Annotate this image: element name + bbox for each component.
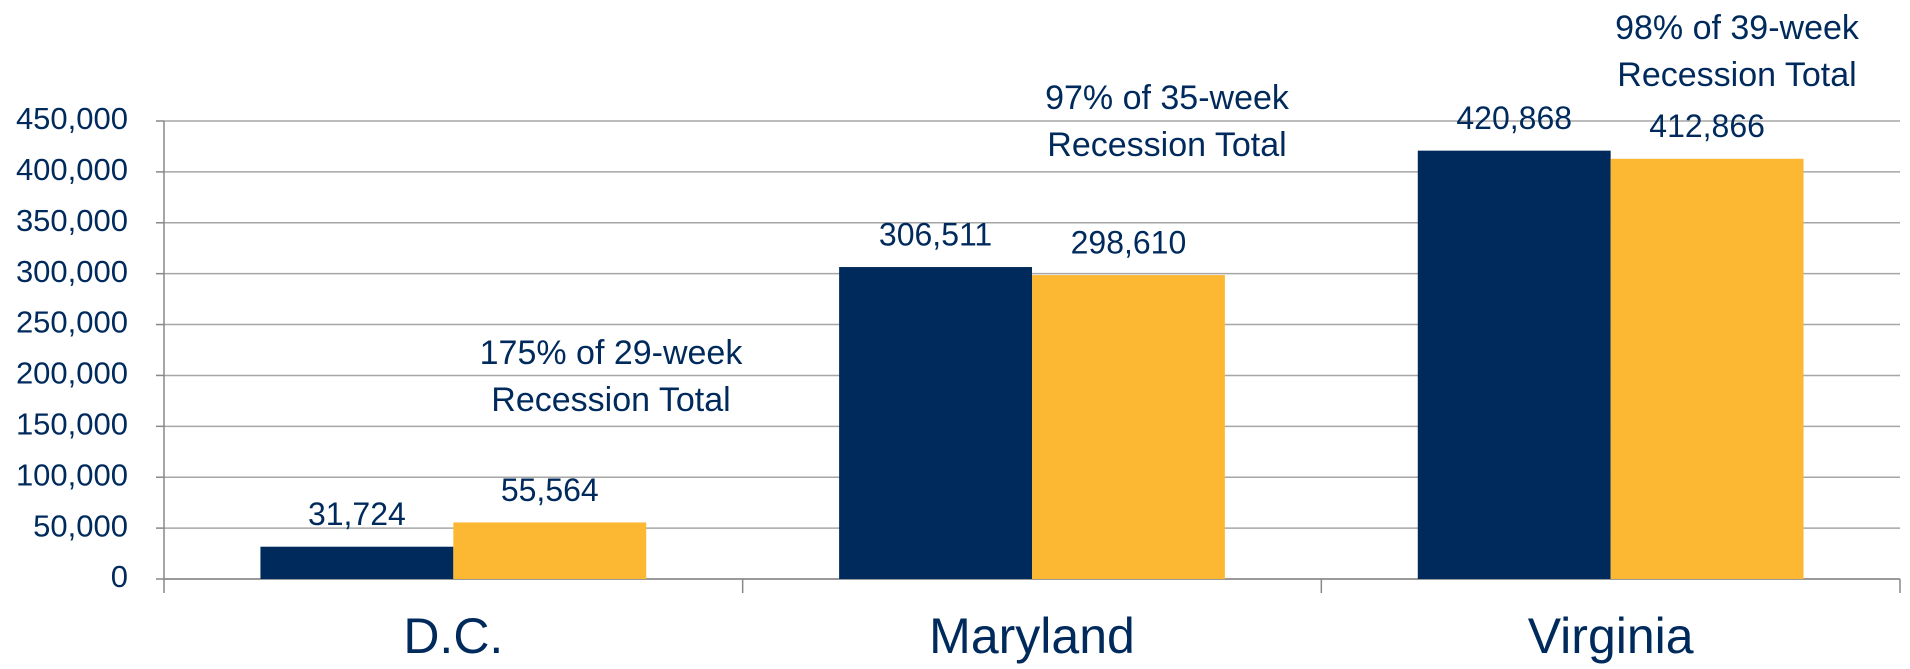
x-tick-label: D.C. (403, 608, 503, 664)
bar (839, 267, 1032, 579)
y-tick-label: 400,000 (16, 152, 128, 187)
bar (1417, 150, 1611, 579)
bar (1610, 158, 1804, 579)
annotation: 175% of 29-week (480, 334, 744, 372)
x-tick-label: Virginia (1528, 608, 1694, 664)
y-tick-label: 200,000 (16, 356, 128, 391)
y-tick-label: 450,000 (16, 101, 128, 136)
y-tick-label: 100,000 (16, 457, 128, 492)
y-tick-label: 300,000 (16, 254, 128, 289)
y-tick-label: 0 (111, 559, 128, 594)
value-label: 306,511 (879, 216, 992, 252)
value-label: 55,564 (501, 472, 599, 508)
value-label: 31,724 (308, 496, 406, 532)
bar (453, 522, 647, 579)
y-tick-label: 350,000 (16, 203, 128, 238)
annotation: 98% of 39-week (1615, 9, 1860, 47)
value-label: 298,610 (1071, 225, 1187, 261)
annotation: Recession Total (1617, 56, 1856, 94)
y-tick-label: 250,000 (16, 305, 128, 340)
value-label: 412,866 (1649, 108, 1765, 144)
bar (1032, 275, 1225, 579)
annotation: Recession Total (491, 381, 730, 419)
y-tick-label: 50,000 (33, 508, 128, 543)
annotation: Recession Total (1047, 126, 1286, 164)
x-tick-label: Maryland (929, 608, 1135, 664)
annotation: 97% of 35-week (1045, 79, 1290, 117)
bar (260, 546, 454, 579)
value-label: 420,868 (1456, 100, 1572, 136)
y-tick-label: 150,000 (16, 407, 128, 442)
